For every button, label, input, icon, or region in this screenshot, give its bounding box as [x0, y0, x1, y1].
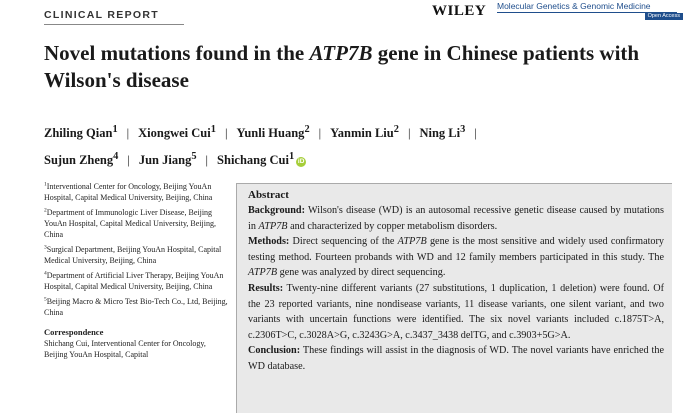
author-affiliation-marker: 1	[210, 124, 216, 135]
author-separator: |	[318, 126, 322, 141]
author-affiliation-marker: 2	[393, 124, 399, 135]
report-type-label: CLINICAL REPORT	[44, 9, 159, 21]
author-name[interactable]: Zhiling Qian	[44, 126, 113, 141]
author-affiliation-marker: 1	[288, 151, 295, 163]
methods-text-3: gene was analyzed by direct sequencing.	[277, 267, 446, 279]
background-label: Background:	[248, 205, 305, 216]
affiliation-number: 4	[44, 270, 47, 277]
publisher-logo: WILEY	[432, 3, 487, 19]
methods-gene-2: ATP7B	[248, 267, 278, 279]
affiliation-number: 3	[44, 244, 47, 251]
background-gene: ATP7B	[258, 220, 288, 232]
methods-text-1: Direct sequencing of the	[289, 236, 398, 248]
author-affiliation-marker: 4	[113, 151, 119, 163]
correspondence-text: Shichang Cui, Interventional Center for …	[44, 339, 206, 359]
author-affiliation-marker: 2	[304, 124, 310, 135]
abstract-conclusion: Conclusion: These findings will assist i…	[248, 343, 664, 374]
correspondence-heading: Correspondence	[44, 327, 104, 337]
affiliation-list: 1Interventional Center for Oncology, Bei…	[44, 181, 229, 318]
journal-header[interactable]: Molecular Genetics & Genomic Medicine Op…	[497, 1, 683, 20]
author-name[interactable]: Jun Jiang	[138, 153, 192, 168]
affiliation-item: 2Department of Immunologic Liver Disease…	[44, 207, 229, 240]
affiliation-number: 2	[44, 207, 47, 214]
article-title: Novel mutations found in the ATP7B gene …	[44, 40, 684, 94]
journal-underline	[497, 12, 677, 13]
orcid-icon[interactable]: iD	[296, 157, 307, 168]
methods-gene-1: ATP7B	[397, 236, 427, 248]
abstract-results: Results: Twenty-nine different variants …	[248, 281, 664, 343]
author-separator: |	[127, 153, 130, 168]
author-list: Zhiling Qian1 | Xiongwei Cui1 | Yunli Huang2…	[44, 118, 664, 172]
author-name[interactable]: Ning Li	[419, 126, 461, 141]
author-name[interactable]: Yunli Huang	[236, 126, 305, 141]
abstract-heading: Abstract	[248, 189, 289, 201]
abstract-background: Background: Wilson's disease (WD) is an …	[248, 203, 664, 234]
author-name[interactable]: Yanmin Liu	[330, 126, 394, 141]
affiliation-text: Beijing Macro & Micro Test Bio-Tech Co.,…	[44, 297, 228, 317]
author-affiliation-marker: 3	[460, 124, 466, 135]
header-rule	[44, 24, 184, 25]
author-name[interactable]: Xiongwei Cui	[138, 126, 211, 141]
affiliation-number: 1	[44, 181, 47, 188]
affiliation-text: Department of Artificial Liver Therapy, …	[44, 271, 224, 291]
title-part-2: gene in Chinese patients with Wilson's d…	[44, 41, 640, 92]
background-text-1: Wilson's disease (WD) is an autosomal re…	[248, 205, 664, 232]
conclusion-text: These findings will assist in the diagno…	[248, 345, 664, 372]
author-separator: |	[407, 126, 411, 141]
affiliations: 1Interventional Center for Oncology, Bei…	[44, 181, 229, 360]
author-separator: |	[474, 126, 477, 141]
abstract-box: Abstract Background: Wilson's disease (W…	[236, 183, 672, 413]
author-affiliation-marker: 1	[112, 124, 118, 135]
affiliation-item: 1Interventional Center for Oncology, Bei…	[44, 181, 229, 203]
results-label: Results:	[248, 282, 284, 294]
title-gene: ATP7B	[309, 41, 373, 65]
affiliation-text: Surgical Department, Beijing YouAn Hospi…	[44, 245, 222, 265]
author-separator: |	[126, 126, 130, 141]
affiliation-item: 5Beijing Macro & Micro Test Bio-Tech Co.…	[44, 296, 229, 318]
open-access-badge: Open Access	[644, 13, 683, 20]
methods-label: Methods:	[248, 236, 290, 248]
affiliation-text: Interventional Center for Oncology, Beij…	[44, 182, 213, 202]
author-separator: |	[224, 126, 228, 141]
author-name[interactable]: Sujun Zheng	[44, 153, 114, 168]
affiliation-number: 5	[44, 296, 47, 303]
author-name[interactable]: Shichang Cui	[217, 153, 289, 168]
journal-name[interactable]: Molecular Genetics & Genomic Medicine	[497, 1, 651, 11]
author-affiliation-marker: 5	[191, 151, 197, 163]
abstract-methods: Methods: Direct sequencing of the ATP7B …	[248, 234, 664, 281]
conclusion-label: Conclusion:	[248, 345, 301, 357]
methods-text-2: gene is the most sensitive and widely us…	[248, 236, 665, 263]
title-part-1: Novel mutations found in the	[44, 41, 310, 65]
affiliation-item: 3Surgical Department, Beijing YouAn Hosp…	[44, 244, 229, 266]
affiliation-item: 4Department of Artificial Liver Therapy,…	[44, 270, 229, 292]
background-text-2: and characterized by copper metabolism d…	[287, 220, 498, 232]
affiliation-text: Department of Immunologic Liver Disease,…	[44, 208, 216, 239]
author-separator: |	[205, 153, 209, 168]
results-text: Twenty-nine different variants (27 subst…	[248, 282, 664, 341]
